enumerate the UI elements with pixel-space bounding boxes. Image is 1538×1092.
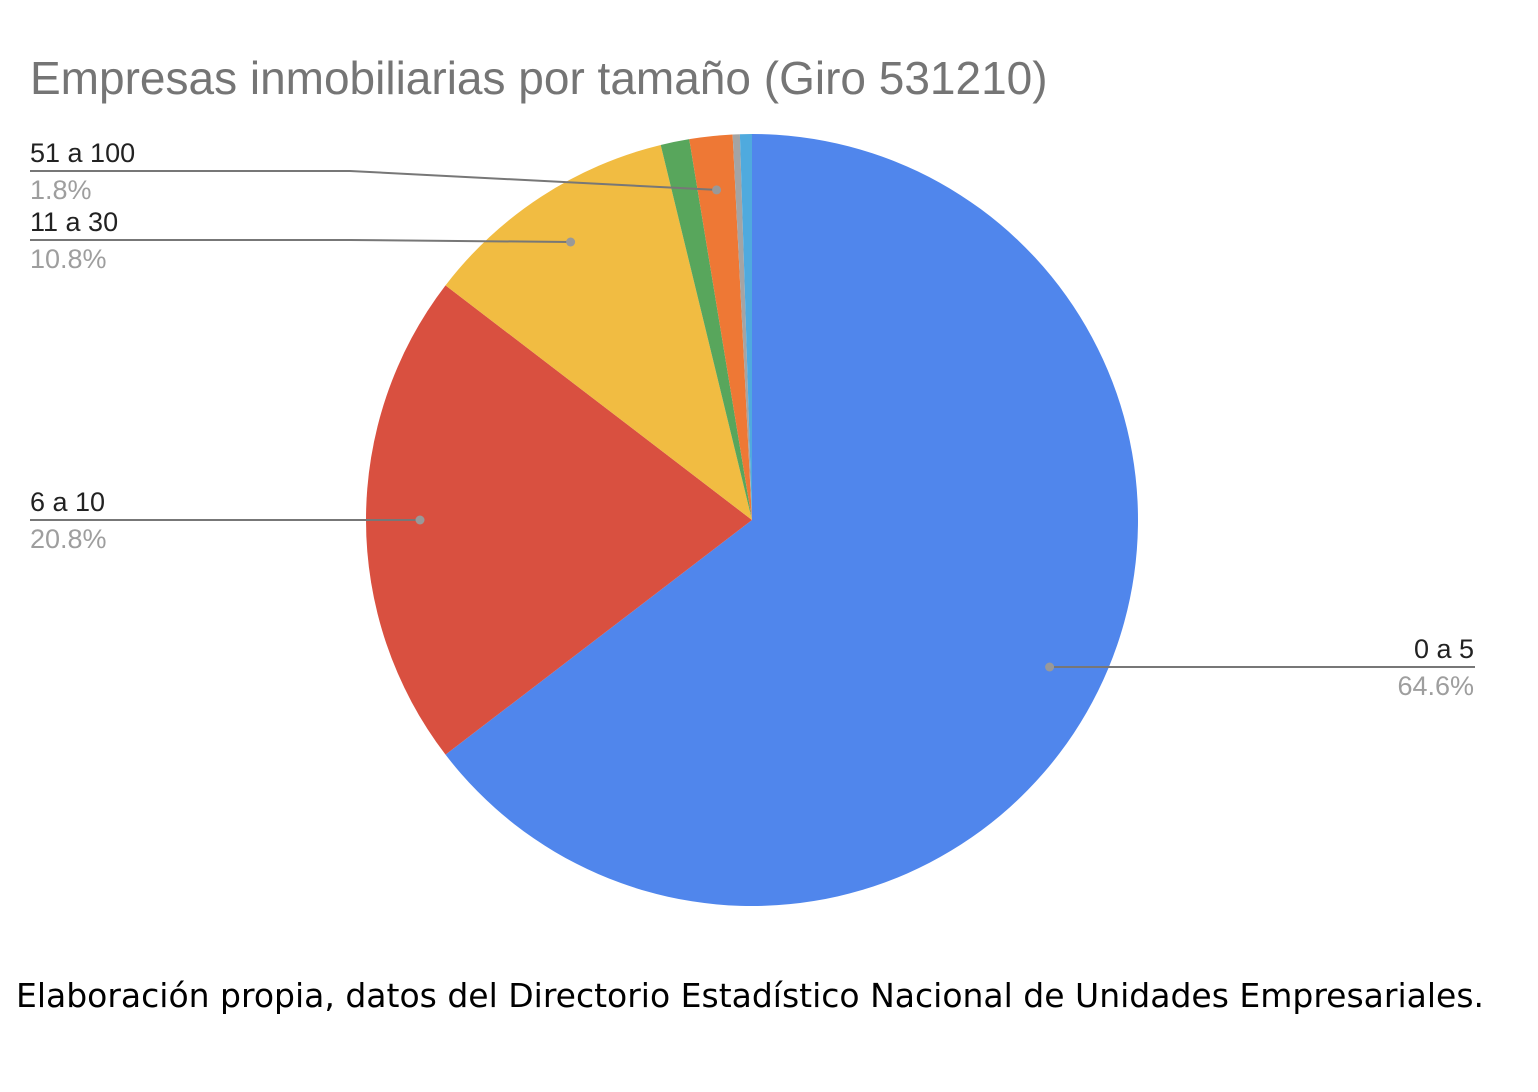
leader-line-51-a-100 (30, 170, 717, 191)
pie-slice-unlabeled-5 (732, 134, 752, 520)
slice-label-51-a-100: 51 a 100 (30, 138, 135, 168)
leader-dot-11-a-30 (566, 237, 576, 247)
source-caption: Elaboración propia, datos del Directorio… (15, 976, 1485, 1015)
pie-slice-unlabeled-3 (660, 139, 752, 520)
slice-percent-11-a-30: 10.8% (30, 244, 107, 274)
pie-slices (366, 134, 1139, 907)
leader-dot-51-a-100 (712, 185, 722, 195)
pie-slice-6-a-10 (366, 285, 752, 755)
leader-dot-6-a-10 (415, 515, 425, 525)
pie-labels: 0 a 5 64.6% 6 a 10 20.8% 11 a 30 10.8% 51 a 10… (30, 138, 1475, 701)
slice-label-6-a-10: 6 a 10 (30, 487, 105, 517)
slice-percent-0-a-5: 64.6% (1397, 671, 1474, 701)
slice-percent-6-a-10: 20.8% (30, 524, 107, 554)
pie-slice-0-a-5 (445, 134, 1139, 907)
leader-dot-0-a-5 (1045, 662, 1055, 672)
pie-slice-51-a-100 (689, 134, 752, 521)
slice-label-0-a-5: 0 a 5 (1414, 634, 1474, 664)
pie-chart: Empresas inmobiliarias por tamaño (Giro … (30, 52, 1475, 907)
slice-label-11-a-30: 11 a 30 (30, 207, 118, 237)
slice-percent-51-a-100: 1.8% (30, 175, 92, 205)
pie-slice-11-a-30 (445, 144, 752, 520)
leader-line-11-a-30 (30, 239, 571, 243)
chart-title: Empresas inmobiliarias por tamaño (Giro … (30, 52, 1048, 104)
pie-slice-unlabeled-6 (739, 134, 752, 520)
